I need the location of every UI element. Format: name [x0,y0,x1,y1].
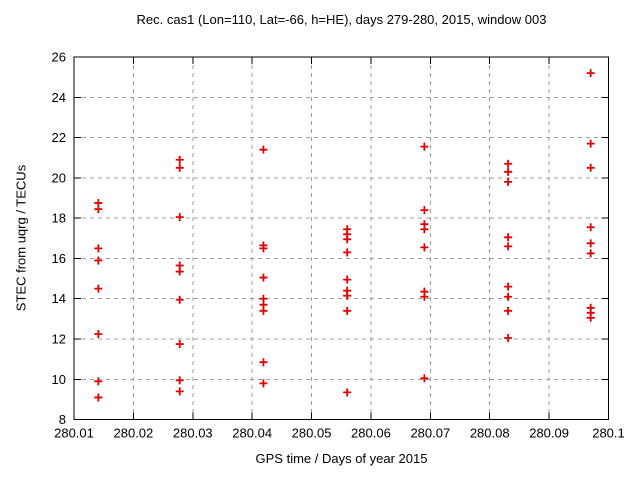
data-point [586,223,595,232]
x-tick-label: 280.02 [114,426,154,441]
data-point [420,142,429,151]
data-point [420,374,429,383]
y-tick-label: 24 [52,90,66,105]
data-point [343,291,352,300]
x-tick-label: 280.09 [529,426,569,441]
data-point [94,329,103,338]
data-point [259,379,268,388]
data-point [343,306,352,315]
data-point [504,242,513,251]
data-point [504,292,513,301]
data-point [586,69,595,78]
data-point [420,243,429,252]
data-point [175,376,184,385]
data-point [259,244,268,253]
x-tick-label: 280.08 [470,426,510,441]
y-tick-label: 22 [52,130,66,145]
y-tick-label: 8 [59,412,66,427]
data-point [175,295,184,304]
y-tick-label: 20 [52,170,66,185]
data-point [504,306,513,315]
data-point [259,273,268,282]
data-point [175,340,184,349]
data-point [175,387,184,396]
data-point [259,358,268,367]
data-point [504,334,513,343]
data-point [175,267,184,276]
x-tick-label: 280.07 [410,426,450,441]
data-point [175,155,184,164]
y-tick-label: 26 [52,50,66,65]
data-point [175,163,184,172]
x-tick-label: 280.04 [232,426,272,441]
data-point [504,159,513,168]
data-point [504,282,513,291]
data-point [94,284,103,293]
data-point [94,377,103,386]
y-tick-label: 10 [52,372,66,387]
data-point [259,306,268,315]
data-point [94,393,103,402]
data-point [94,244,103,253]
x-tick-label: 280.03 [173,426,213,441]
y-tick-label: 12 [52,332,66,347]
y-tick-label: 18 [52,211,66,226]
data-point [586,163,595,172]
y-tick-label: 14 [52,291,66,306]
data-point [175,213,184,222]
data-point [420,292,429,301]
y-tick-label: 16 [52,251,66,266]
data-point [504,167,513,176]
data-point [586,313,595,322]
data-point [94,205,103,214]
data-point [94,256,103,265]
x-tick-label: 280.01 [54,426,94,441]
chart-title: Rec. cas1 (Lon=110, Lat=-66, h=HE), days… [136,12,547,27]
x-tick-label: 280.1 [592,426,625,441]
data-point [343,248,352,257]
data-point [586,249,595,258]
x-tick-label: 280.05 [292,426,332,441]
x-axis-label: GPS time / Days of year 2015 [255,451,428,466]
data-point [343,235,352,244]
data-point [420,206,429,215]
data-point [343,275,352,284]
data-point [259,145,268,154]
data-point [504,177,513,186]
data-point [504,233,513,242]
plot-border [73,56,609,421]
data-point [586,239,595,248]
data-point [586,139,595,148]
data-point [343,388,352,397]
data-point [420,225,429,234]
x-tick-label: 280.06 [351,426,391,441]
